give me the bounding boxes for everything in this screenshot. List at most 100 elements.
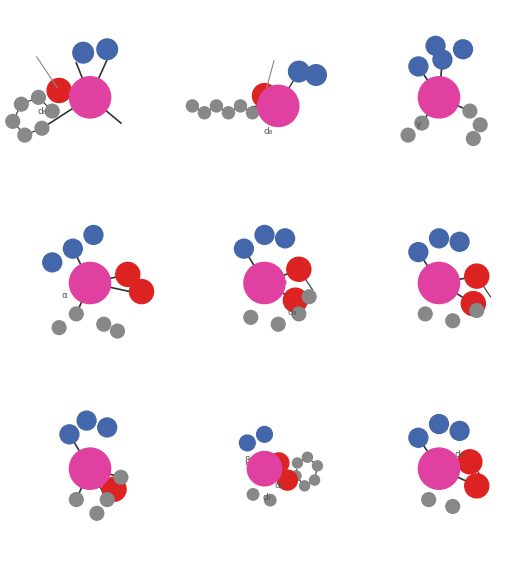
- Circle shape: [69, 77, 111, 118]
- Circle shape: [433, 50, 452, 69]
- Circle shape: [186, 100, 198, 112]
- Circle shape: [277, 470, 297, 490]
- Circle shape: [244, 311, 258, 324]
- Circle shape: [101, 493, 114, 507]
- Circle shape: [401, 128, 415, 142]
- Circle shape: [222, 107, 234, 119]
- Circle shape: [269, 453, 289, 473]
- Circle shape: [461, 291, 485, 316]
- Circle shape: [309, 475, 320, 485]
- Text: d₈: d₈: [274, 481, 284, 490]
- Circle shape: [244, 263, 285, 303]
- Circle shape: [422, 493, 435, 507]
- Circle shape: [52, 321, 66, 335]
- Circle shape: [69, 493, 83, 507]
- Circle shape: [252, 84, 277, 108]
- Circle shape: [32, 91, 45, 104]
- Circle shape: [69, 448, 111, 489]
- Text: d₉: d₉: [287, 308, 297, 317]
- Circle shape: [450, 233, 469, 251]
- Circle shape: [418, 307, 432, 321]
- Text: d₅: d₅: [87, 275, 96, 284]
- Circle shape: [467, 132, 480, 145]
- Circle shape: [248, 452, 281, 486]
- Text: d₈: d₈: [37, 106, 47, 115]
- Circle shape: [73, 42, 94, 63]
- Circle shape: [69, 307, 83, 321]
- Circle shape: [293, 458, 303, 468]
- Circle shape: [473, 118, 487, 132]
- Circle shape: [288, 61, 309, 82]
- Circle shape: [84, 225, 103, 245]
- Circle shape: [63, 239, 83, 258]
- Circle shape: [446, 314, 460, 328]
- Text: d₅: d₅: [279, 277, 288, 286]
- Circle shape: [409, 243, 428, 261]
- Text: d₃: d₃: [267, 93, 276, 102]
- Circle shape: [409, 428, 428, 447]
- Circle shape: [258, 85, 299, 127]
- Circle shape: [90, 507, 104, 520]
- Circle shape: [240, 435, 255, 451]
- Circle shape: [463, 104, 477, 118]
- Circle shape: [446, 500, 460, 513]
- Circle shape: [255, 225, 274, 245]
- Circle shape: [287, 257, 311, 281]
- Circle shape: [313, 461, 323, 471]
- Circle shape: [69, 263, 111, 303]
- Circle shape: [234, 239, 253, 258]
- Circle shape: [418, 448, 460, 489]
- Circle shape: [284, 288, 307, 312]
- Circle shape: [271, 318, 285, 331]
- Circle shape: [453, 40, 472, 59]
- Text: d₈: d₈: [263, 127, 272, 136]
- Circle shape: [247, 107, 259, 119]
- Circle shape: [465, 264, 489, 288]
- Circle shape: [470, 303, 484, 318]
- Circle shape: [430, 414, 449, 434]
- Circle shape: [114, 470, 128, 484]
- Circle shape: [6, 114, 20, 128]
- Circle shape: [276, 229, 295, 248]
- Circle shape: [458, 450, 482, 474]
- Circle shape: [299, 481, 309, 491]
- Circle shape: [98, 418, 116, 437]
- Circle shape: [409, 57, 428, 76]
- Circle shape: [415, 116, 428, 130]
- Circle shape: [211, 100, 222, 112]
- Circle shape: [47, 79, 71, 102]
- Circle shape: [45, 104, 59, 118]
- Circle shape: [248, 488, 259, 500]
- Circle shape: [111, 324, 124, 338]
- Text: d₇: d₇: [263, 493, 272, 502]
- Circle shape: [426, 36, 445, 55]
- Circle shape: [303, 452, 313, 462]
- Circle shape: [198, 107, 211, 119]
- Text: β: β: [244, 456, 250, 465]
- Circle shape: [60, 425, 79, 444]
- Circle shape: [418, 263, 460, 303]
- Circle shape: [418, 77, 460, 118]
- Circle shape: [116, 263, 140, 286]
- Circle shape: [450, 422, 469, 440]
- Circle shape: [18, 128, 32, 142]
- Text: γ: γ: [416, 121, 421, 129]
- Circle shape: [43, 253, 62, 272]
- Circle shape: [465, 474, 489, 498]
- Circle shape: [306, 65, 326, 85]
- Circle shape: [102, 477, 126, 501]
- Circle shape: [97, 39, 117, 59]
- Circle shape: [264, 495, 276, 506]
- Circle shape: [291, 471, 301, 481]
- Circle shape: [257, 426, 272, 442]
- Circle shape: [292, 307, 306, 321]
- Text: d₄: d₄: [455, 451, 464, 460]
- Circle shape: [430, 229, 449, 248]
- Circle shape: [302, 290, 316, 303]
- Circle shape: [35, 121, 49, 135]
- Circle shape: [130, 280, 153, 303]
- Circle shape: [234, 100, 247, 112]
- Text: α: α: [61, 290, 67, 299]
- Text: d₆: d₆: [90, 295, 100, 305]
- Circle shape: [97, 318, 111, 331]
